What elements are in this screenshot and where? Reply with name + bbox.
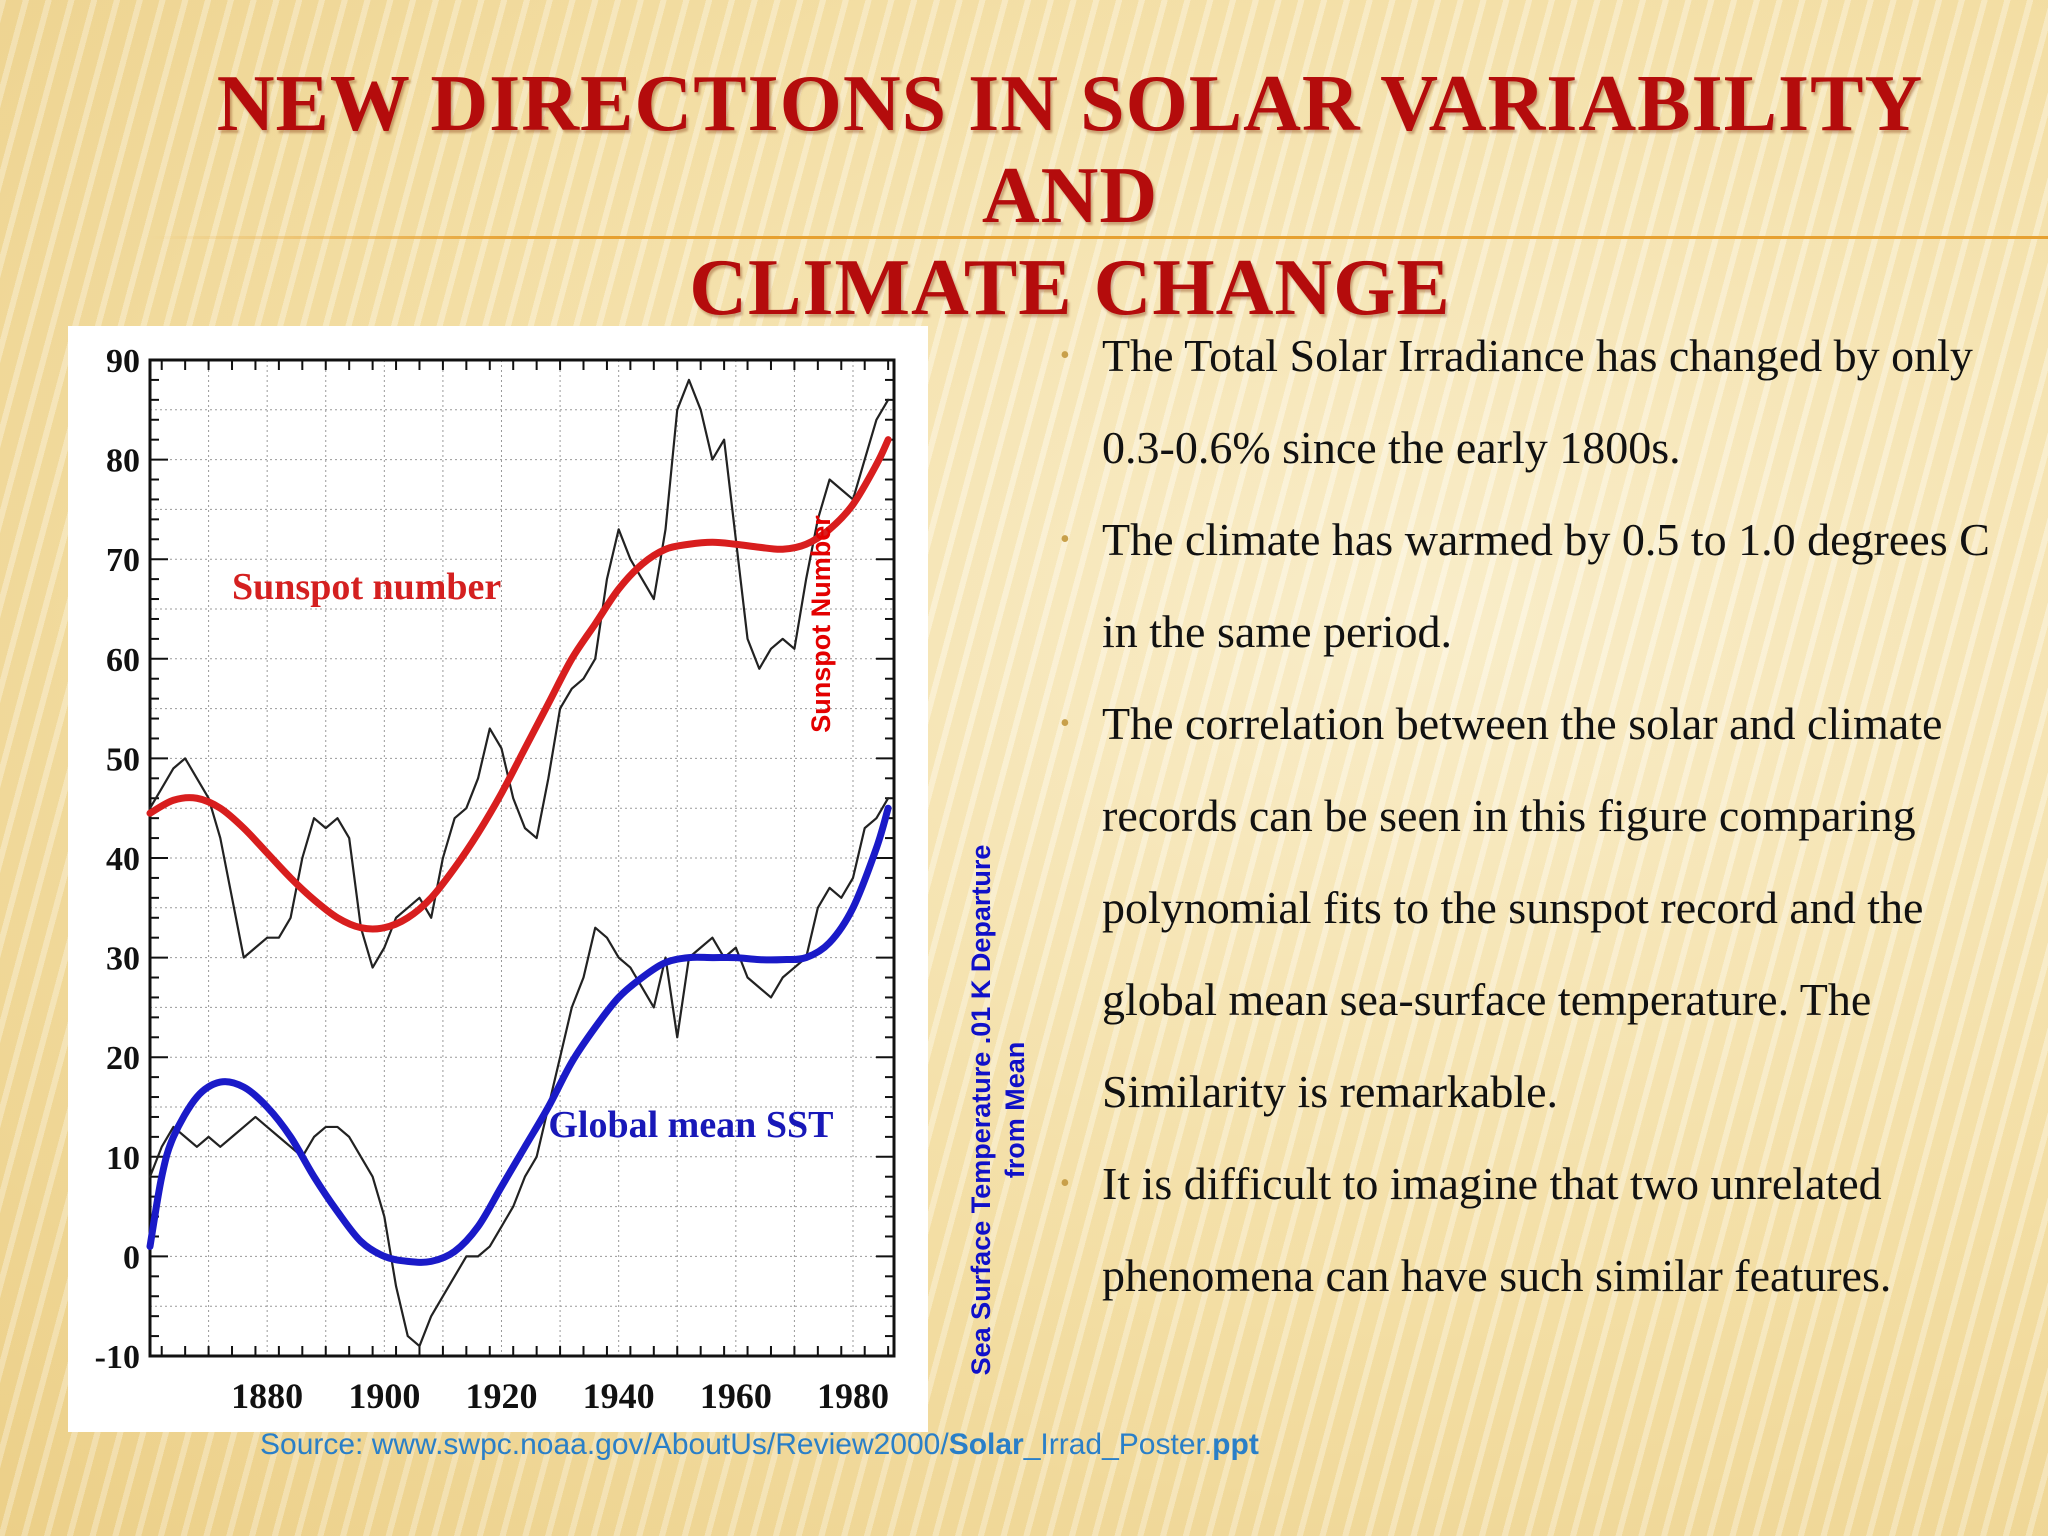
source-middle: _Irrad_Poster. bbox=[1023, 1428, 1213, 1461]
global-mean-sst-annotation: Global mean SST bbox=[548, 1104, 833, 1146]
bullet-item: • The correlation between the solar and c… bbox=[1060, 678, 2020, 1138]
source-prefix: Source: www.swpc.noaa.gov/AboutUs/Review… bbox=[260, 1428, 949, 1461]
y-tick-label: 50 bbox=[106, 741, 140, 778]
bullet-list: • The Total Solar Irradiance has changed … bbox=[1060, 310, 2020, 1322]
y-tick-label: 90 bbox=[106, 343, 140, 380]
sunspot-number-annotation: Sunspot number bbox=[232, 566, 501, 608]
x-tick-label: 1880 bbox=[231, 1376, 303, 1416]
bullet-dot-icon: • bbox=[1060, 708, 1070, 739]
sst-axis-label: Sea Surface Temperature .01 K Departure … bbox=[964, 810, 1036, 1410]
title-divider bbox=[150, 236, 2048, 239]
bullet-item: • The climate has warmed by 0.5 to 1.0 de… bbox=[1060, 494, 2020, 678]
bullet-item: • The Total Solar Irradiance has changed … bbox=[1060, 310, 2020, 494]
y-tick-label: 40 bbox=[106, 841, 140, 878]
sst-fit-line bbox=[146, 804, 892, 1266]
source-link[interactable]: Source: www.swpc.noaa.gov/AboutUs/Review… bbox=[260, 1428, 1259, 1462]
bullet-dot-icon: • bbox=[1060, 340, 1070, 371]
x-tick-label: 1980 bbox=[817, 1376, 889, 1416]
chart-panel: -10 0 10 20 30 40 50 60 70 80 90 1880 1900 1920 1940 19… bbox=[68, 326, 928, 1432]
y-tick-label: 10 bbox=[106, 1140, 140, 1177]
source-bold-2: ppt bbox=[1212, 1428, 1259, 1461]
y-tick-label: 30 bbox=[106, 941, 140, 978]
slide-title-line-1: NEW DIRECTIONS IN SOLAR VARIABILITY AND bbox=[216, 60, 1924, 240]
bullet-text: The correlation between the solar and cl… bbox=[1102, 698, 1943, 1117]
bullet-item: • It is difficult to imagine that two unr… bbox=[1060, 1138, 2020, 1322]
slide-title: NEW DIRECTIONS IN SOLAR VARIABILITY AND … bbox=[140, 58, 2000, 334]
bullet-text: The climate has warmed by 0.5 to 1.0 deg… bbox=[1102, 514, 1990, 657]
sst-axis-label-line-1: Sea Surface Temperature .01 K Departure bbox=[966, 844, 996, 1376]
sunspot-fit-line bbox=[146, 436, 892, 933]
x-tick-label: 1900 bbox=[348, 1376, 420, 1416]
sunspot-raw-line bbox=[148, 378, 890, 969]
bullet-text: The Total Solar Irradiance has changed b… bbox=[1102, 330, 1973, 473]
bullet-text: It is difficult to imagine that two unre… bbox=[1102, 1158, 1892, 1301]
sunspot-sst-chart: -10 0 10 20 30 40 50 60 70 80 90 1880 1900 1920 1940 19… bbox=[95, 343, 896, 1416]
slide-title-line-2: CLIMATE CHANGE bbox=[689, 244, 1451, 332]
x-tick-label: 1960 bbox=[700, 1376, 772, 1416]
bullet-dot-icon: • bbox=[1060, 524, 1070, 555]
sst-axis-label-line-2: from Mean bbox=[1000, 1041, 1030, 1179]
x-tick-label: 1940 bbox=[583, 1376, 655, 1416]
y-tick-label: 60 bbox=[106, 642, 140, 679]
sst-raw-line bbox=[148, 797, 890, 1348]
sunspot-number-axis-label: Sunspot Number bbox=[806, 515, 836, 733]
bullet-dot-icon: • bbox=[1060, 1168, 1070, 1199]
y-tick-label: 20 bbox=[106, 1040, 140, 1077]
y-tick-label: 0 bbox=[123, 1239, 140, 1276]
source-bold-1: Solar bbox=[948, 1428, 1024, 1461]
x-tick-label: 1920 bbox=[465, 1376, 537, 1416]
y-tick-label: -10 bbox=[95, 1339, 140, 1376]
y-tick-label: 70 bbox=[106, 542, 140, 579]
y-tick-label: 80 bbox=[106, 443, 140, 480]
